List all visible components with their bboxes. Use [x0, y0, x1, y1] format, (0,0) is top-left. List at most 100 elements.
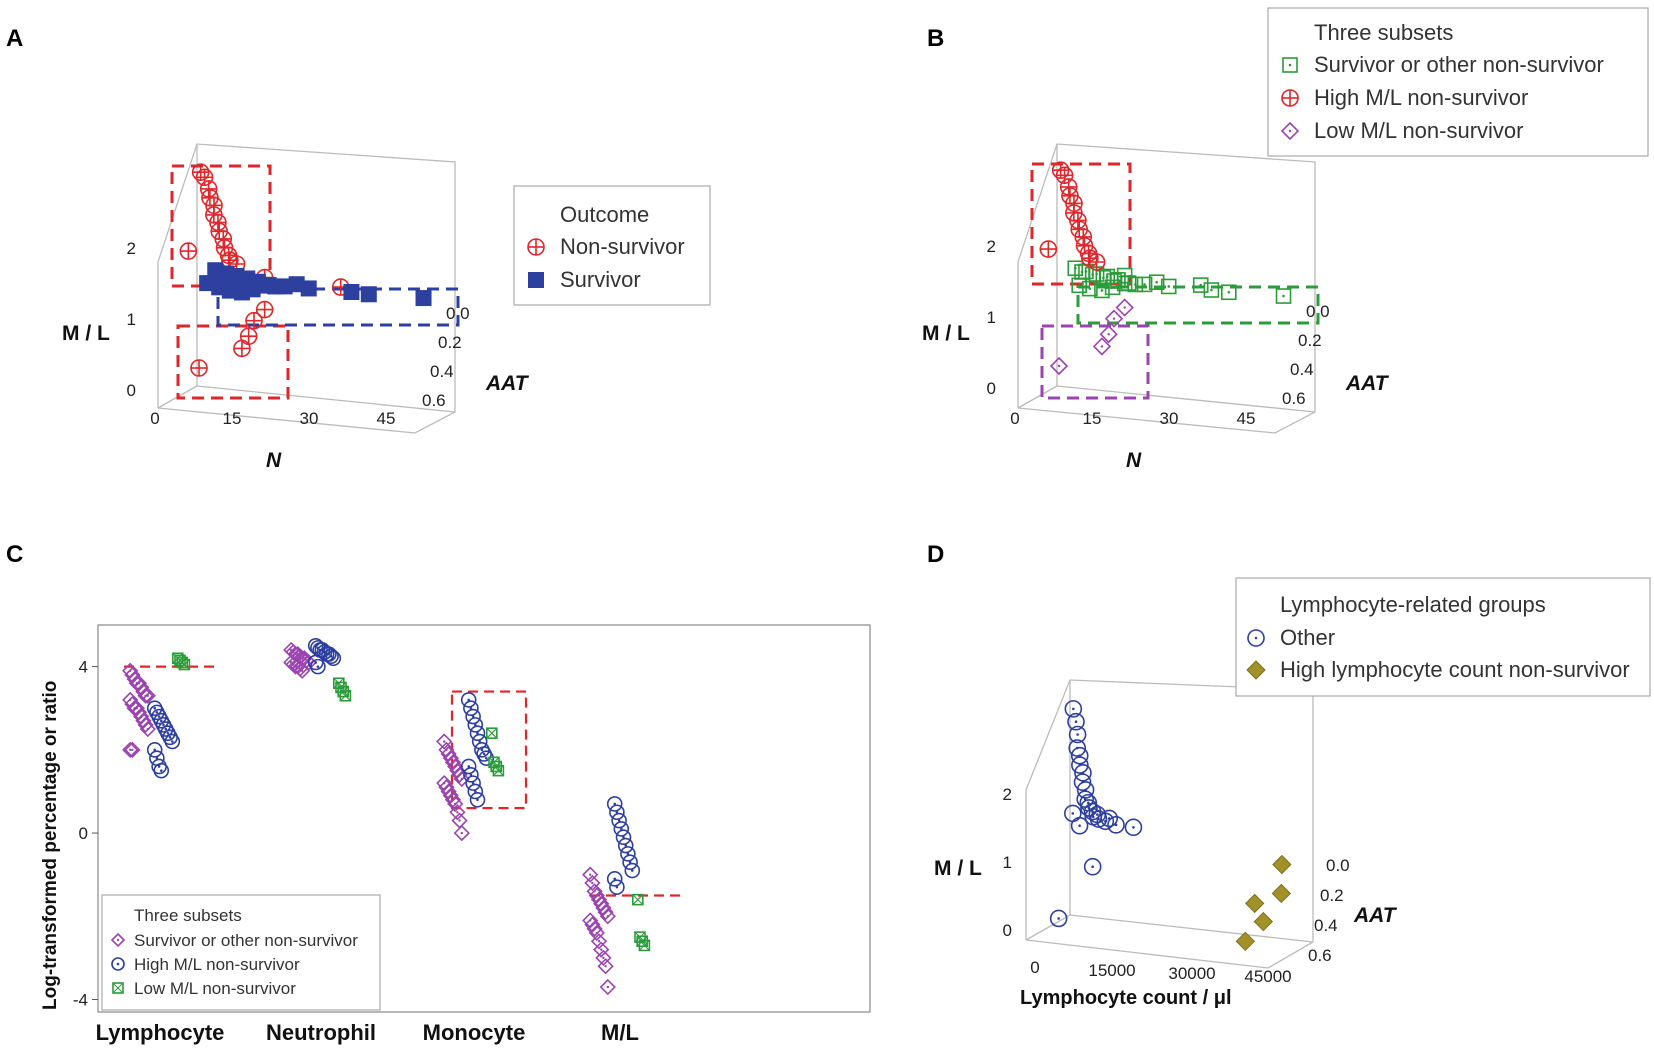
panel-a-zlabel: AAT [485, 372, 530, 395]
b-points-s2-pt-1 [1104, 309, 1124, 328]
panel-b-zlabel: AAT [1345, 372, 1390, 395]
c-points-s0-c0-pt-17 [139, 720, 156, 738]
panel-c-legend: Three subsets Survivor or other non-surv… [101, 894, 381, 1011]
a-ticks-x-0: 0 [150, 409, 159, 428]
c-points-s0-c2-pt-8 [453, 770, 470, 788]
a-legend-marker-nonsurvivor [527, 238, 545, 256]
d-points-s0-pt-20 [1064, 804, 1082, 823]
b-ticks-y-1: 1 [987, 308, 996, 327]
panel-d-box [1025, 679, 1314, 969]
c-legend-title: Three subsets [134, 906, 242, 925]
a-ticks-x-3: 45 [377, 409, 396, 428]
c-legend-marker-survivor [110, 932, 126, 948]
c-points-s0-c2-pt-17 [453, 824, 470, 842]
c-points-s1-c2-pt-11 [465, 775, 481, 791]
a-points-s1-pt-12 [276, 278, 293, 295]
d-ticks-y-0: 0 [1003, 921, 1012, 940]
panel-a-box [157, 143, 456, 434]
b-points-s2-pt-4 [1049, 356, 1069, 376]
d-ticks-y-2: 2 [1003, 785, 1012, 804]
d-points-s1-pt-1 [1271, 883, 1292, 904]
d-points-s0-pt-2 [1068, 725, 1087, 744]
d-ticks-z-3: 0.6 [1308, 946, 1332, 965]
c-legend-entry-survivor: Survivor or other non-survivor [134, 931, 358, 950]
c-points-s2-c0-pt-3 [178, 658, 191, 671]
a-legend-entry-nonsurvivor: Non-survivor [560, 234, 685, 259]
c-legend-swatch-2 [112, 982, 124, 994]
b-low-ml-box [1040, 324, 1150, 400]
b-legend-marker-low [1280, 121, 1300, 141]
c-legend-entry-low: Low M/L non-survivor [134, 979, 296, 998]
a-points-s1-pt-13 [288, 276, 305, 293]
panel-b-box [1017, 143, 1316, 434]
a-points-s0-pt-18 [239, 327, 258, 346]
d-legend-swatch-0 [1247, 629, 1265, 647]
c-points-s1-c2-pt-2 [465, 708, 481, 725]
c-category-label-2: Monocyte [423, 1020, 526, 1045]
panel-d-ticks: 0 1 2 0 15000 30000 45000 0.0 0.2 0.4 0.6 [1003, 785, 1350, 986]
c-points-s1-c2-pt-13 [469, 791, 486, 808]
panel-c-plot-frame [97, 624, 871, 1013]
c-legend-marker-low [112, 982, 124, 994]
b-legend-entry-low: Low M/L non-survivor [1314, 118, 1523, 143]
a-points-s0-pt-20 [190, 359, 208, 377]
c-legend-entry-high: High M/L non-survivor [134, 955, 300, 974]
b-points-s2-pt-0 [1115, 298, 1134, 317]
b-points-s0-pt-13 [1148, 274, 1165, 291]
b-legend-swatch-2 [1280, 121, 1300, 141]
c-points-s1-c3-pt-0 [606, 796, 623, 812]
b-ticks-x-0: 0 [1010, 409, 1019, 428]
c-legend-swatch-0 [110, 932, 126, 948]
c-points-s0-c3-pt-15 [595, 949, 612, 967]
panel-b-highlight-boxes [1030, 162, 1320, 400]
c-points-s1-c3-pt-9 [606, 871, 623, 887]
b-points-s1-pt-13 [1039, 240, 1058, 258]
c-points-s1-c0-pt-8 [164, 733, 181, 750]
c-points-s0-c2-pt-0 [436, 733, 453, 750]
b-legend-swatch-0 [1282, 57, 1298, 73]
b-ticks-x-3: 45 [1237, 409, 1256, 428]
d-ticks-z-2: 0.4 [1314, 916, 1338, 935]
d-points-s0-pt-22 [1083, 857, 1102, 876]
c-points-s2-c1-pt-3 [339, 689, 352, 702]
panel-b-points [1039, 161, 1292, 376]
d-points-s1-pt-2 [1244, 893, 1265, 914]
b-ticks-z-0: 0.0 [1306, 302, 1330, 321]
panel-b-ticks: 0 1 2 0 15 30 45 0.0 0.2 0.4 0.6 [987, 237, 1330, 428]
a-points-s0-pt-13 [179, 242, 198, 260]
d-ticks-z-1: 0.2 [1320, 886, 1344, 905]
c-points-s1-c2-pt-3 [467, 717, 484, 733]
b-points-s1-pt-0 [1051, 161, 1070, 180]
c-points-s1-c1-pt-10 [310, 658, 326, 675]
d-points-s1-pt-4 [1235, 931, 1256, 952]
c-points-s1-c2-pt-4 [469, 725, 486, 741]
b-points-s0-pt-17 [1275, 288, 1292, 304]
c-ytick-0: -4 [73, 991, 88, 1010]
b-ticks-z-3: 0.6 [1282, 389, 1306, 408]
b-points-s2-pt-2 [1099, 325, 1118, 344]
c-points-s1-c2-pt-0 [460, 692, 477, 708]
a-ticks-z-1: 0.2 [438, 333, 462, 352]
a-points-s1-pt-17 [415, 290, 432, 307]
a-points-s1-pt-16 [360, 286, 377, 303]
b-high-ml-box [1030, 162, 1132, 286]
a-points-s0-pt-16 [255, 300, 274, 319]
c-points-s0-c3-pt-13 [590, 933, 608, 950]
c-points-s1-c2-pt-10 [463, 767, 479, 783]
d-points-s0-pt-1 [1067, 712, 1085, 731]
b-legend-marker-high [1281, 89, 1299, 107]
c-points-s2-c2-pt-3 [492, 764, 505, 777]
a-points-s1-pt-15 [343, 284, 360, 300]
panel-a-xlabel: N [266, 449, 282, 472]
panel-a-legend: Outcome Non-survivor Survivor [513, 185, 711, 306]
a-points-s0-pt-2 [199, 180, 218, 198]
b-points-s0-pt-15 [1203, 282, 1220, 298]
panel-c-ylabel: Log-transformed percentage or ratio [40, 681, 61, 1010]
a-legend-swatch-1 [528, 272, 544, 288]
panel-a-ylabel: M / L [62, 322, 110, 345]
a-ticks-z-2: 0.4 [430, 362, 454, 381]
c-points-s1-c3-pt-3 [613, 821, 630, 837]
c-points-s1-c3-pt-5 [617, 837, 634, 854]
c-category-label-1: Neutrophil [266, 1020, 376, 1045]
